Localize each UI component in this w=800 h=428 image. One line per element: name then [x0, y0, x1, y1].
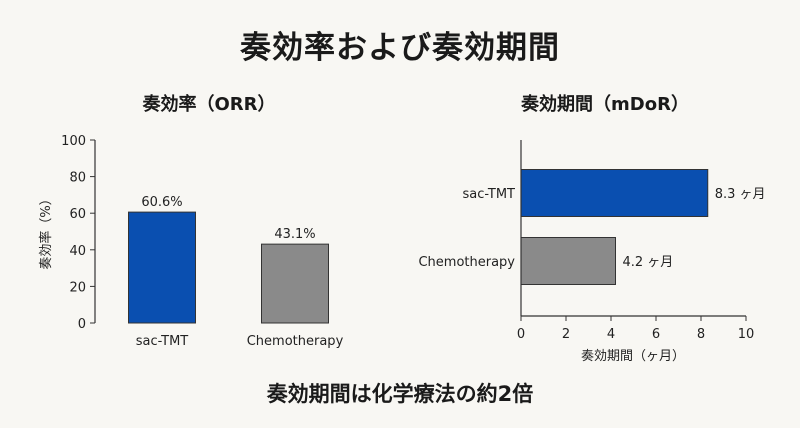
dor-x-ticks: 0 2 4 6 8 10 — [517, 316, 754, 342]
dor-x-tick-label: 4 — [607, 327, 615, 342]
dor-category-label: Chemotherapy — [418, 255, 515, 270]
orr-chart: 奏効率（ORR） 奏効率（%） 0 20 40 60 80 100 60.6% sac-TM… — [38, 93, 344, 349]
dor-chart-title: 奏効期間（mDoR） — [521, 93, 689, 115]
dor-x-tick-label: 10 — [738, 327, 755, 342]
orr-y-tick-label: 0 — [78, 317, 86, 332]
orr-bar — [261, 243, 329, 324]
dor-x-tick-label: 0 — [517, 327, 525, 342]
dor-x-tick-label: 2 — [562, 327, 570, 342]
orr-y-ticks: 0 20 40 60 80 100 — [61, 134, 95, 332]
orr-bar — [128, 211, 196, 324]
orr-category-label: Chemotherapy — [247, 334, 344, 349]
orr-y-tick-label: 100 — [61, 134, 86, 149]
dor-data-label: 8.3 ヶ月 — [715, 187, 766, 202]
orr-data-label: 43.1% — [274, 227, 315, 242]
dor-bars: 8.3 ヶ月 sac-TMT 4.2 ヶ月 Chemotherapy — [418, 169, 766, 285]
orr-bars: 60.6% sac-TMT 43.1% Chemotherapy — [128, 195, 344, 349]
orr-y-tick-label: 40 — [69, 244, 86, 259]
orr-y-tick-label: 20 — [69, 280, 86, 295]
dor-x-tick-label: 8 — [697, 327, 705, 342]
page-title: 奏効率および奏効期間 — [240, 30, 560, 66]
footer-note: 奏効期間は化学療法の約2倍 — [266, 382, 534, 406]
orr-data-label: 60.6% — [141, 195, 182, 210]
dor-data-label: 4.2 ヶ月 — [623, 255, 674, 270]
dor-x-axis-label: 奏効期間（ヶ月） — [581, 349, 685, 364]
dor-bar — [520, 237, 616, 285]
orr-category-label: sac-TMT — [136, 334, 189, 349]
orr-y-tick-label: 80 — [69, 171, 86, 186]
dor-x-tick-label: 6 — [652, 327, 660, 342]
dor-category-label: sac-TMT — [463, 187, 516, 202]
orr-y-tick-label: 60 — [69, 207, 86, 222]
dor-bar — [520, 169, 709, 217]
orr-chart-title: 奏効率（ORR） — [142, 93, 275, 115]
orr-y-axis-label: 奏効率（%） — [38, 192, 54, 269]
dor-chart: 奏効期間（mDoR） 奏効期間（ヶ月） 0 2 4 6 8 10 8.3 ヶ月 sac-TM… — [418, 93, 765, 364]
